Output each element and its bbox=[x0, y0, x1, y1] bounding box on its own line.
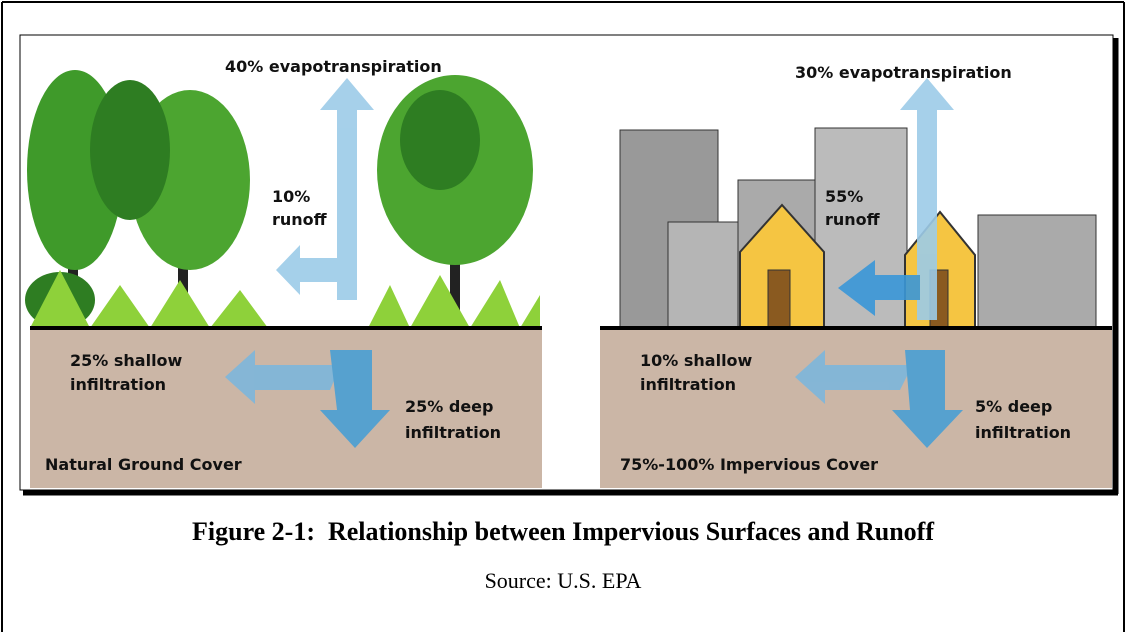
deep-infiltration-label: infiltration bbox=[975, 423, 1071, 442]
panel-label: Natural Ground Cover bbox=[45, 455, 242, 474]
deep-infiltration-label: 5% deep bbox=[975, 397, 1052, 416]
runoff-label: runoff bbox=[825, 210, 881, 229]
runoff-label: 10% bbox=[272, 187, 310, 206]
figure-page: 40% evapotranspiration 10% runoff 25% sh… bbox=[0, 0, 1126, 632]
shallow-infiltration-label: 10% shallow bbox=[640, 351, 753, 370]
shallow-infiltration-label: infiltration bbox=[640, 375, 736, 394]
shallow-infiltration-label: infiltration bbox=[70, 375, 166, 394]
runoff-label: 55% bbox=[825, 187, 863, 206]
figure-source: Source: U.S. EPA bbox=[485, 568, 642, 593]
shallow-infiltration-label: 25% shallow bbox=[70, 351, 183, 370]
deep-infiltration-label: 25% deep bbox=[405, 397, 493, 416]
figure-caption: Figure 2-1: Relationship between Impervi… bbox=[192, 517, 934, 546]
evapotranspiration-label: 40% evapotranspiration bbox=[225, 57, 442, 76]
deep-infiltration-label: infiltration bbox=[405, 423, 501, 442]
evapotranspiration-label: 30% evapotranspiration bbox=[795, 63, 1012, 82]
runoff-label: runoff bbox=[272, 210, 328, 229]
panel-label: 75%-100% Impervious Cover bbox=[620, 455, 878, 474]
illustration: 40% evapotranspiration 10% runoff 25% sh… bbox=[20, 35, 1118, 494]
